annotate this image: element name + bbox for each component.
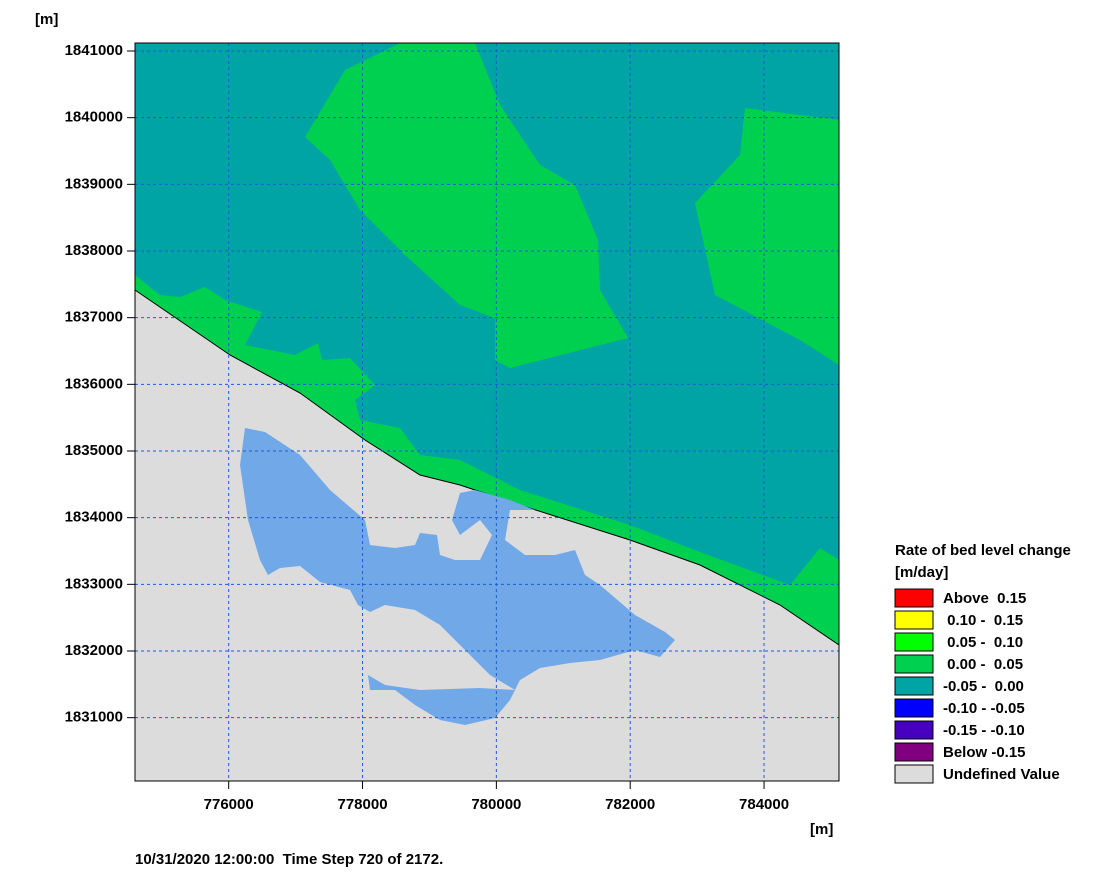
legend-swatch — [894, 632, 934, 652]
legend-swatch — [894, 720, 934, 740]
footer: 10/31/2020 12:00:00 Time Step 720 of 217… — [135, 851, 443, 868]
legend-label: 0.10 - 0.15 — [943, 612, 1023, 629]
x-tick-label: 782000 — [605, 796, 655, 813]
x-unit: [m] — [810, 821, 833, 838]
y-tick-label: 1832000 — [65, 642, 123, 659]
y-unit: [m] — [35, 11, 58, 28]
y-tick-label: 1838000 — [65, 242, 123, 259]
legend-swatch — [894, 698, 934, 718]
erosion-zone — [240, 428, 675, 725]
green-zone — [695, 108, 839, 365]
y-tick-label: 1841000 — [65, 42, 123, 59]
y-tick-label: 1835000 — [65, 442, 123, 459]
y-tick-label: 1839000 — [65, 175, 123, 192]
legend-label: 0.05 - 0.10 — [943, 634, 1023, 651]
legend-label: Undefined Value — [943, 766, 1060, 783]
legend-swatch — [894, 742, 934, 762]
y-tick-label: 1837000 — [65, 309, 123, 326]
legend-swatch — [894, 588, 934, 608]
grid — [135, 43, 839, 781]
legend-swatch — [894, 610, 934, 630]
legend-swatch — [894, 676, 934, 696]
y-tick-label: 1836000 — [65, 375, 123, 392]
y-tick-label: 1833000 — [65, 575, 123, 592]
legend-unit: [m/day] — [895, 564, 948, 581]
y-tick-label: 1834000 — [65, 509, 123, 526]
plot-frame — [134, 42, 840, 782]
y-tick-label: 1840000 — [65, 109, 123, 126]
x-tick-label: 776000 — [204, 796, 254, 813]
legend: Above 0.15 0.10 - 0.15 0.05 - 0.10 0.00 … — [894, 588, 1060, 784]
legend-label: Below -0.15 — [943, 744, 1026, 761]
legend-label: 0.00 - 0.05 — [943, 656, 1023, 673]
legend-label: -0.10 - -0.05 — [943, 700, 1025, 717]
x-tick-label: 780000 — [471, 796, 521, 813]
plot-area — [134, 42, 840, 782]
legend-swatch — [894, 764, 934, 784]
legend-swatch — [894, 654, 934, 674]
legend-title: Rate of bed level change — [895, 542, 1071, 559]
y-tick-label: 1831000 — [65, 709, 123, 726]
green-zone — [305, 43, 628, 368]
x-tick-label: 784000 — [739, 796, 789, 813]
legend-label: -0.15 - -0.10 — [943, 722, 1025, 739]
legend-label: Above 0.15 — [943, 590, 1026, 607]
legend-label: -0.05 - 0.00 — [943, 678, 1024, 695]
x-tick-label: 778000 — [337, 796, 387, 813]
